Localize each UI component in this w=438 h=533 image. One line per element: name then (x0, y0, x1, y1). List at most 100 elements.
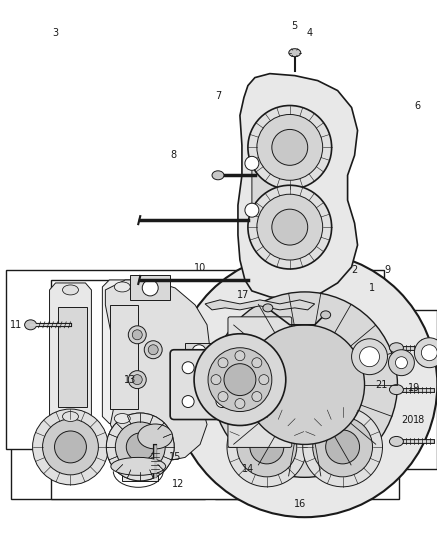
Circle shape (257, 115, 323, 180)
Text: 4: 4 (307, 28, 313, 38)
Polygon shape (252, 116, 300, 257)
Circle shape (396, 357, 407, 369)
Text: 6: 6 (414, 101, 420, 110)
Text: 16: 16 (293, 499, 306, 509)
Text: 13: 13 (124, 375, 136, 385)
Ellipse shape (114, 414, 130, 424)
Text: 9: 9 (385, 265, 391, 275)
Circle shape (245, 156, 259, 171)
Circle shape (126, 433, 154, 461)
Circle shape (42, 419, 99, 475)
Circle shape (144, 341, 162, 359)
Ellipse shape (212, 171, 224, 180)
Polygon shape (106, 280, 210, 462)
Circle shape (126, 433, 154, 461)
Text: 19: 19 (408, 383, 420, 393)
Bar (6, 270, 385, 449)
Circle shape (194, 334, 286, 425)
Polygon shape (102, 280, 143, 424)
Ellipse shape (389, 343, 403, 353)
Circle shape (148, 345, 158, 355)
Circle shape (248, 106, 332, 189)
Polygon shape (414, 340, 438, 366)
Circle shape (360, 347, 379, 367)
Bar (215, 394, 399, 499)
Circle shape (54, 431, 86, 463)
Circle shape (115, 422, 165, 472)
Circle shape (313, 417, 372, 477)
Bar (57, 307, 88, 407)
Circle shape (237, 417, 297, 477)
Circle shape (211, 375, 221, 385)
Circle shape (259, 375, 269, 385)
Circle shape (303, 407, 382, 487)
Bar (50, 280, 245, 499)
Ellipse shape (25, 320, 37, 330)
Bar (110, 305, 138, 409)
Circle shape (216, 395, 228, 408)
Circle shape (414, 338, 438, 368)
Circle shape (192, 381, 206, 394)
Circle shape (218, 358, 228, 368)
Text: 8: 8 (170, 150, 176, 160)
Text: 11: 11 (10, 320, 22, 330)
Circle shape (128, 326, 146, 344)
Text: 14: 14 (242, 464, 254, 474)
Ellipse shape (138, 424, 173, 449)
Text: 5: 5 (292, 21, 298, 31)
Ellipse shape (389, 437, 403, 447)
Circle shape (245, 325, 364, 445)
Polygon shape (49, 283, 92, 422)
Ellipse shape (263, 304, 273, 312)
Circle shape (252, 374, 268, 390)
Text: 7: 7 (215, 91, 221, 101)
Text: 20: 20 (401, 415, 413, 424)
Circle shape (421, 345, 437, 361)
Polygon shape (238, 74, 357, 300)
Circle shape (212, 292, 397, 478)
Circle shape (235, 351, 245, 361)
Ellipse shape (114, 282, 130, 292)
Bar (385, 310, 437, 470)
Circle shape (227, 407, 307, 487)
Ellipse shape (111, 457, 166, 475)
Circle shape (224, 364, 256, 395)
Text: 2: 2 (351, 265, 358, 275)
Text: 10: 10 (194, 263, 206, 273)
Circle shape (218, 392, 228, 401)
Text: 12: 12 (172, 479, 184, 489)
Text: 17: 17 (237, 290, 249, 300)
Ellipse shape (389, 385, 403, 394)
Text: 3: 3 (53, 28, 59, 38)
FancyBboxPatch shape (170, 350, 240, 419)
Circle shape (245, 203, 259, 217)
Ellipse shape (63, 411, 78, 422)
Circle shape (216, 362, 228, 374)
Bar (130, 275, 170, 300)
Text: 21: 21 (375, 379, 388, 390)
Circle shape (208, 348, 272, 411)
Text: 18: 18 (413, 415, 425, 424)
Circle shape (250, 430, 284, 464)
FancyBboxPatch shape (228, 317, 292, 373)
Circle shape (132, 330, 142, 340)
Circle shape (106, 413, 174, 481)
FancyBboxPatch shape (228, 392, 292, 447)
Circle shape (172, 252, 437, 517)
Bar (240, 368, 280, 395)
Circle shape (257, 194, 323, 260)
Circle shape (115, 422, 165, 472)
Circle shape (32, 409, 108, 485)
Circle shape (128, 370, 146, 389)
Circle shape (252, 392, 262, 401)
Ellipse shape (63, 285, 78, 295)
Circle shape (132, 375, 142, 385)
Circle shape (326, 430, 360, 464)
Circle shape (272, 209, 308, 245)
Circle shape (182, 395, 194, 408)
Circle shape (182, 362, 194, 374)
Ellipse shape (289, 49, 301, 56)
Circle shape (352, 339, 388, 375)
Circle shape (142, 280, 158, 296)
Ellipse shape (321, 311, 331, 319)
